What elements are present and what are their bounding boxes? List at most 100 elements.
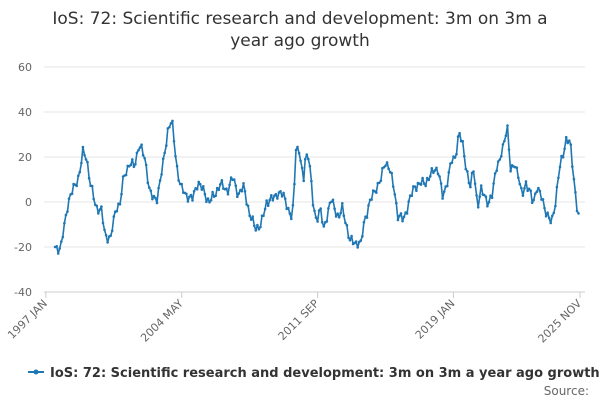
data-point[interactable]: [259, 225, 262, 229]
data-point[interactable]: [80, 161, 83, 165]
data-point[interactable]: [293, 182, 296, 186]
data-point[interactable]: [274, 192, 278, 196]
data-point[interactable]: [498, 158, 502, 161]
data-point[interactable]: [571, 165, 574, 168]
data-point[interactable]: [232, 178, 236, 181]
data-point[interactable]: [424, 184, 428, 188]
data-point[interactable]: [399, 212, 403, 215]
data-point[interactable]: [118, 203, 122, 206]
data-point[interactable]: [149, 189, 153, 192]
data-point[interactable]: [138, 146, 142, 149]
data-point[interactable]: [466, 170, 469, 173]
data-point[interactable]: [365, 216, 369, 219]
data-point[interactable]: [291, 204, 295, 207]
data-point[interactable]: [66, 210, 69, 213]
data-point[interactable]: [378, 181, 381, 185]
data-point[interactable]: [520, 187, 523, 190]
data-point[interactable]: [148, 186, 151, 189]
data-point[interactable]: [97, 212, 100, 215]
data-point[interactable]: [228, 183, 231, 187]
data-point[interactable]: [211, 190, 214, 194]
data-point[interactable]: [544, 214, 548, 218]
data-point[interactable]: [327, 207, 330, 210]
data-point[interactable]: [237, 192, 241, 195]
data-point[interactable]: [398, 214, 401, 218]
data-point[interactable]: [467, 181, 471, 185]
data-point[interactable]: [453, 156, 457, 159]
data-point[interactable]: [198, 182, 202, 186]
data-point[interactable]: [279, 190, 282, 193]
data-point[interactable]: [370, 198, 373, 201]
data-point[interactable]: [174, 155, 177, 158]
data-point[interactable]: [546, 211, 549, 214]
data-point[interactable]: [81, 145, 85, 149]
data-point[interactable]: [413, 185, 417, 188]
data-point[interactable]: [77, 174, 80, 178]
data-point[interactable]: [308, 164, 312, 168]
data-point[interactable]: [242, 182, 245, 185]
data-point[interactable]: [283, 197, 287, 201]
data-point[interactable]: [534, 192, 537, 195]
data-point[interactable]: [271, 199, 275, 202]
data-point[interactable]: [203, 192, 207, 196]
data-point[interactable]: [280, 195, 284, 198]
data-point[interactable]: [168, 125, 171, 129]
data-point[interactable]: [317, 209, 321, 212]
data-point[interactable]: [262, 214, 265, 218]
data-point[interactable]: [236, 195, 239, 199]
data-point[interactable]: [248, 214, 251, 217]
data-point[interactable]: [251, 215, 254, 218]
data-point[interactable]: [552, 211, 556, 215]
data-point[interactable]: [344, 221, 347, 225]
data-point[interactable]: [549, 221, 552, 225]
data-point[interactable]: [137, 148, 140, 152]
data-point[interactable]: [441, 197, 444, 200]
data-point[interactable]: [302, 179, 306, 183]
data-point[interactable]: [205, 200, 208, 204]
data-point[interactable]: [254, 229, 258, 232]
data-point[interactable]: [429, 174, 432, 178]
legend[interactable]: IoS: 72: Scientific research and develop…: [28, 366, 600, 381]
data-point[interactable]: [478, 195, 482, 198]
data-point[interactable]: [56, 252, 60, 255]
data-point[interactable]: [422, 182, 426, 185]
data-point[interactable]: [490, 196, 494, 200]
data-point[interactable]: [401, 219, 404, 223]
data-point[interactable]: [489, 194, 492, 197]
data-point[interactable]: [526, 189, 529, 193]
data-point[interactable]: [200, 188, 204, 191]
data-point[interactable]: [288, 212, 292, 215]
data-point[interactable]: [104, 234, 108, 237]
data-point[interactable]: [270, 194, 273, 197]
data-point[interactable]: [154, 196, 157, 200]
data-point[interactable]: [379, 179, 383, 183]
data-point[interactable]: [427, 178, 431, 182]
data-point[interactable]: [106, 241, 109, 244]
data-point[interactable]: [131, 158, 134, 161]
data-point[interactable]: [493, 172, 497, 175]
data-point[interactable]: [171, 119, 174, 123]
data-point[interactable]: [568, 139, 571, 142]
data-point[interactable]: [61, 235, 65, 239]
data-point[interactable]: [144, 163, 148, 167]
data-point[interactable]: [521, 194, 525, 197]
data-point[interactable]: [537, 186, 540, 190]
data-point[interactable]: [353, 241, 356, 245]
data-point[interactable]: [538, 189, 542, 193]
data-point[interactable]: [433, 169, 437, 172]
data-point[interactable]: [192, 189, 196, 193]
data-point[interactable]: [191, 199, 194, 202]
data-point[interactable]: [78, 170, 82, 174]
data-point[interactable]: [325, 220, 329, 223]
data-point[interactable]: [257, 228, 261, 231]
data-point[interactable]: [336, 212, 340, 215]
data-point[interactable]: [160, 173, 163, 176]
data-point[interactable]: [101, 221, 105, 225]
data-point[interactable]: [347, 236, 350, 239]
data-point[interactable]: [177, 179, 180, 182]
data-point[interactable]: [300, 166, 304, 170]
data-point[interactable]: [342, 214, 346, 217]
data-point[interactable]: [90, 184, 94, 188]
data-point[interactable]: [518, 182, 522, 186]
data-point[interactable]: [547, 216, 551, 220]
